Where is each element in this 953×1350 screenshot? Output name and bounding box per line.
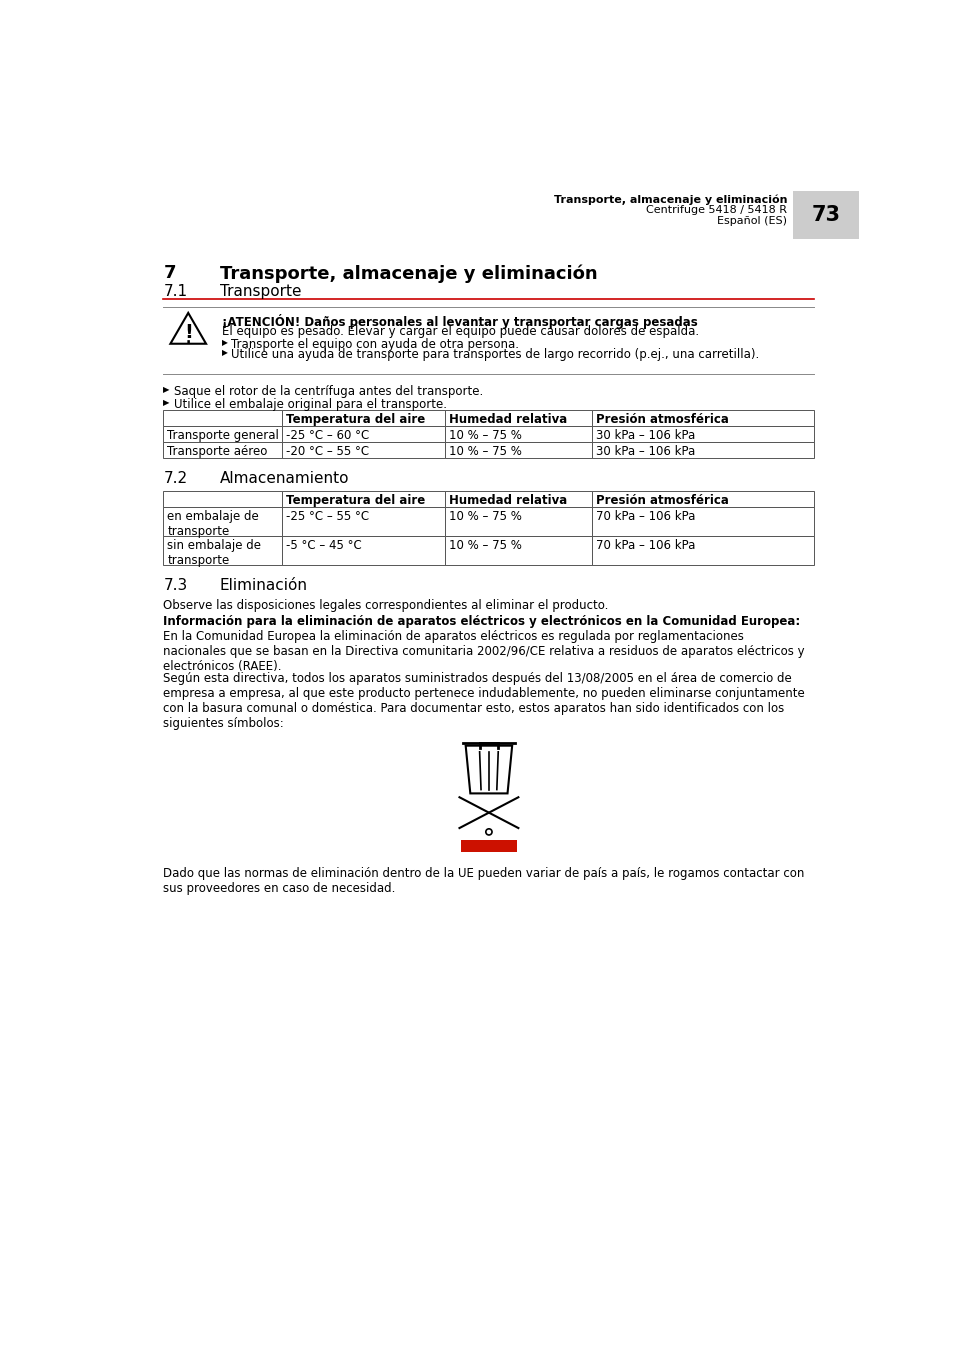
Text: Transporte, almacenaje y eliminación: Transporte, almacenaje y eliminación [554,194,786,205]
Text: Observe las disposiciones legales correspondientes al eliminar el producto.: Observe las disposiciones legales corres… [163,599,608,613]
Text: 7.3: 7.3 [163,578,188,593]
Text: -20 °C – 55 °C: -20 °C – 55 °C [286,446,369,459]
Text: 30 kPa – 106 kPa: 30 kPa – 106 kPa [596,429,695,443]
Text: 70 kPa – 106 kPa: 70 kPa – 106 kPa [596,510,695,522]
Text: en embalaje de
transporte: en embalaje de transporte [167,510,259,539]
Text: -25 °C – 60 °C: -25 °C – 60 °C [286,429,369,443]
Text: Almacenamiento: Almacenamiento [220,471,349,486]
Bar [282,410,444,427]
Bar [163,508,282,536]
Bar [163,410,282,427]
Bar [163,536,282,566]
Text: Información para la eliminación de aparatos eléctricos y electrónicos en la Comu: Información para la eliminación de apara… [163,614,800,628]
Text: 7.1: 7.1 [163,284,188,298]
Text: -5 °C – 45 °C: -5 °C – 45 °C [286,539,361,552]
Bar [282,491,444,508]
Text: ¡ATENCIÓN! Daños personales al levantar y transportar cargas pesadas: ¡ATENCIÓN! Daños personales al levantar … [221,315,697,329]
Text: Español (ES): Español (ES) [717,216,786,225]
Text: Humedad relativa: Humedad relativa [448,494,566,506]
Text: sin embalaje de
transporte: sin embalaje de transporte [167,539,261,567]
Polygon shape [465,745,512,794]
Circle shape [485,829,492,836]
Text: Humedad relativa: Humedad relativa [448,413,566,427]
Text: 10 % – 75 %: 10 % – 75 % [448,510,521,522]
Bar [444,508,592,536]
Text: Presión atmosférica: Presión atmosférica [596,413,728,427]
Text: El equipo es pesado. Elevar y cargar el equipo puede causar dolores de espalda.: El equipo es pesado. Elevar y cargar el … [221,325,698,339]
Bar [282,443,444,459]
Bar [592,410,814,427]
Bar [592,427,814,443]
Text: Dado que las normas de eliminación dentro de la UE pueden variar de país a país,: Dado que las normas de eliminación dentr… [163,867,804,895]
Text: Transporte aéreo: Transporte aéreo [167,446,268,459]
Bar [592,491,814,508]
Bar [282,508,444,536]
Bar [592,508,814,536]
Polygon shape [171,313,206,344]
Bar [282,536,444,566]
Bar [793,192,858,239]
Text: Utilice el embalaje original para el transporte.: Utilice el embalaje original para el tra… [174,398,447,410]
Text: Transporte, almacenaje y eliminación: Transporte, almacenaje y eliminación [220,265,597,284]
Bar [444,427,592,443]
Text: Transporte el equipo con ayuda de otra persona.: Transporte el equipo con ayuda de otra p… [231,338,518,351]
Text: Utilice una ayuda de transporte para transportes de largo recorrido (p.ej., una : Utilice una ayuda de transporte para tra… [231,348,759,362]
Text: 10 % – 75 %: 10 % – 75 % [448,539,521,552]
Text: .: . [186,332,191,347]
Bar [592,536,814,566]
Text: En la Comunidad Europea la eliminación de aparatos eléctricos es regulada por re: En la Comunidad Europea la eliminación d… [163,630,804,674]
Bar [444,536,592,566]
Text: -25 °C – 55 °C: -25 °C – 55 °C [286,510,369,522]
Text: Eliminación: Eliminación [220,578,308,593]
Bar [444,443,592,459]
Text: 7.2: 7.2 [163,471,188,486]
Bar [282,427,444,443]
Text: !: ! [184,323,193,342]
Text: 10 % – 75 %: 10 % – 75 % [448,446,521,459]
Text: 30 kPa – 106 kPa: 30 kPa – 106 kPa [596,446,695,459]
Text: Saque el rotor de la centrífuga antes del transporte.: Saque el rotor de la centrífuga antes de… [174,385,483,398]
Bar [444,410,592,427]
Text: 7: 7 [163,265,175,282]
Text: Según esta directiva, todos los aparatos suministrados después del 13/08/2005 en: Según esta directiva, todos los aparatos… [163,672,804,730]
Text: ▶: ▶ [221,338,227,347]
Text: Transporte: Transporte [220,284,301,298]
Text: ▶: ▶ [163,385,170,394]
Text: 73: 73 [811,205,840,225]
Text: 10 % – 75 %: 10 % – 75 % [448,429,521,443]
Bar [592,443,814,459]
Text: Temperatura del aire: Temperatura del aire [286,494,425,506]
Text: 70 kPa – 106 kPa: 70 kPa – 106 kPa [596,539,695,552]
Text: ▶: ▶ [163,398,170,406]
Bar [460,840,517,852]
Bar [163,427,282,443]
Bar [444,491,592,508]
Text: Temperatura del aire: Temperatura del aire [286,413,425,427]
Text: ▶: ▶ [221,348,227,358]
Bar [163,443,282,459]
Text: Centrifuge 5418 / 5418 R: Centrifuge 5418 / 5418 R [645,205,786,215]
Text: Transporte general: Transporte general [167,429,279,443]
Text: Presión atmosférica: Presión atmosférica [596,494,728,506]
Bar [163,491,282,508]
